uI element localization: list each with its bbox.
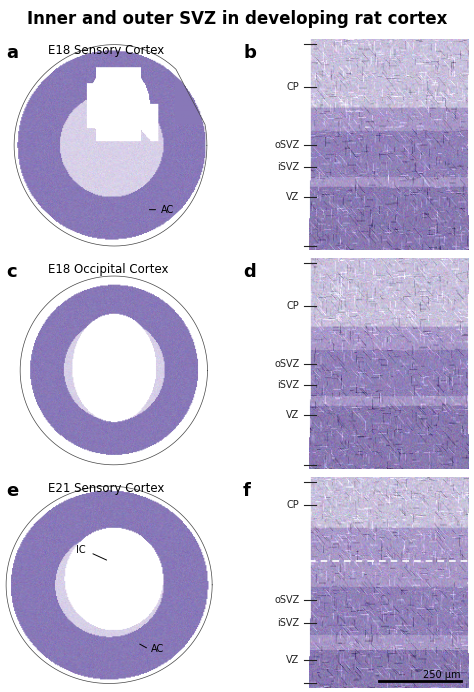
Text: d: d [243,263,256,281]
Text: VZ: VZ [286,655,299,665]
Text: VZ: VZ [286,192,299,202]
Text: E18 Sensory Cortex: E18 Sensory Cortex [48,44,164,57]
Text: f: f [243,482,251,500]
Text: E21 Sensory Cortex: E21 Sensory Cortex [48,482,164,495]
Text: 250 μm: 250 μm [423,671,461,680]
Text: VZ: VZ [286,410,299,421]
Text: a: a [6,44,18,62]
Text: E18 Occipital Cortex: E18 Occipital Cortex [48,263,169,276]
Text: iSVZ: iSVZ [277,162,299,172]
Text: oSVZ: oSVZ [274,140,299,150]
Text: iSVZ: iSVZ [277,381,299,390]
Text: IC: IC [76,545,86,556]
Text: c: c [6,263,17,281]
Text: AC: AC [161,205,174,215]
Text: AC: AC [151,644,164,654]
Text: oSVZ: oSVZ [274,359,299,369]
Text: b: b [243,44,256,62]
Text: Inner and outer SVZ in developing rat cortex: Inner and outer SVZ in developing rat co… [27,10,447,28]
Text: CP: CP [287,500,299,511]
Text: iSVZ: iSVZ [277,619,299,628]
Text: e: e [6,482,18,500]
Text: oSVZ: oSVZ [274,595,299,605]
Text: CP: CP [287,82,299,93]
Text: CP: CP [287,301,299,311]
